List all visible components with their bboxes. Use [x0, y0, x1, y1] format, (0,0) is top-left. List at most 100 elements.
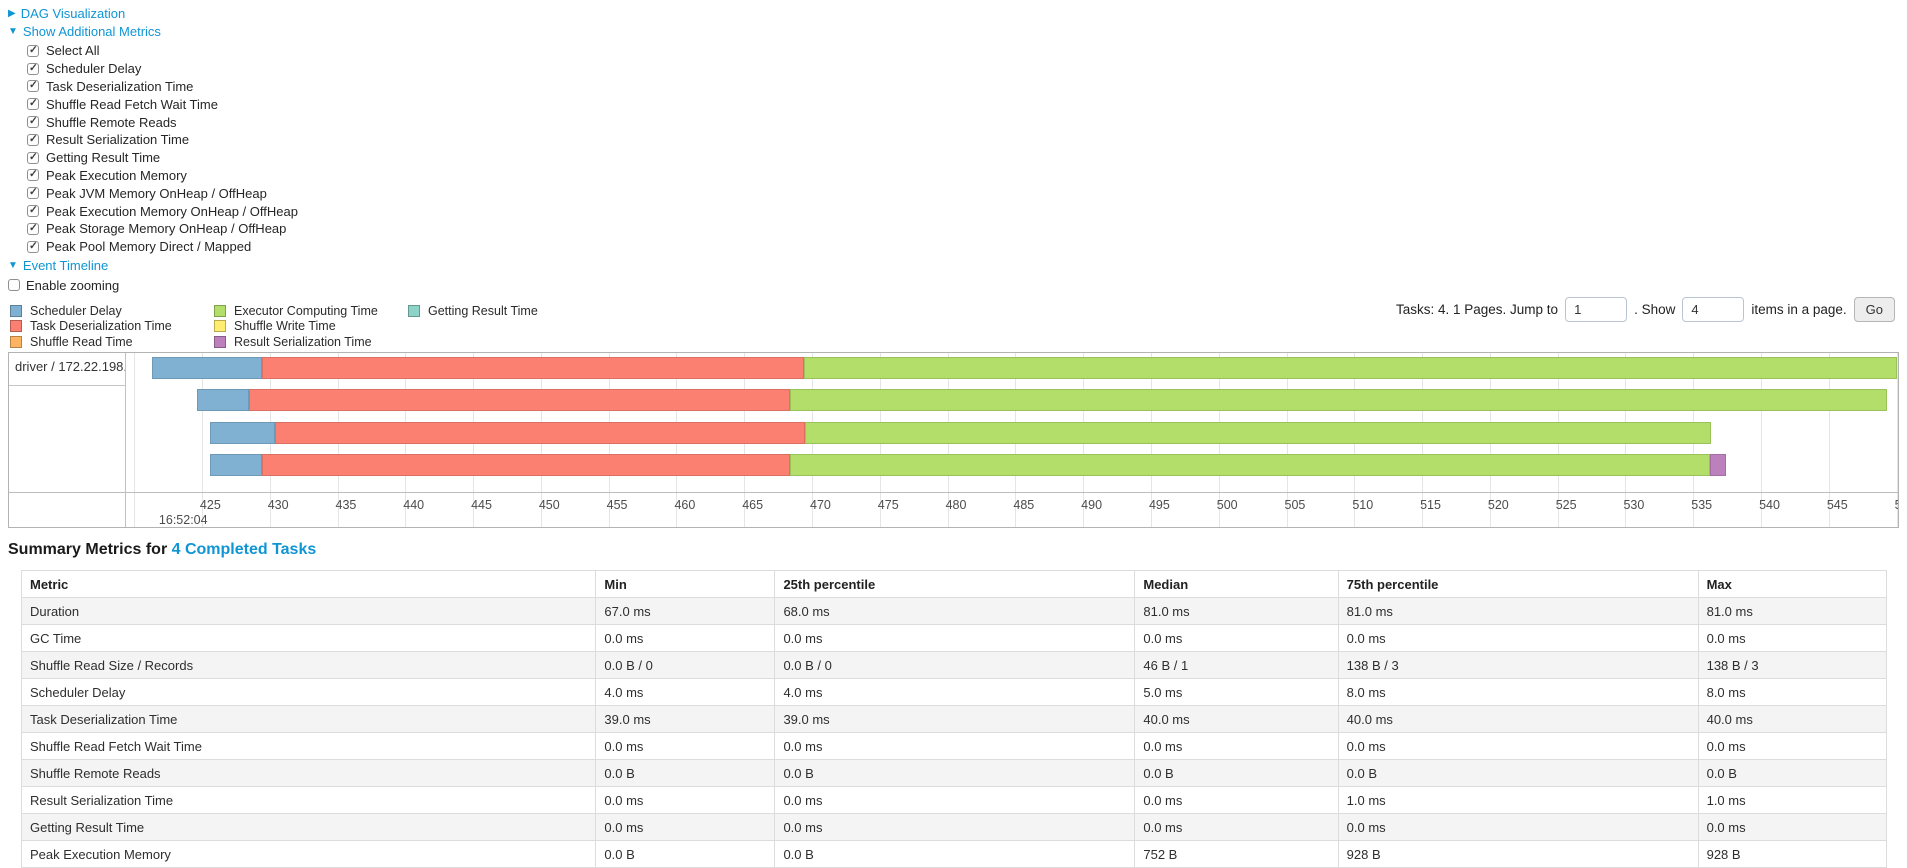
- summary-metric-value: 0.0 B: [1697, 759, 1888, 787]
- summary-metric-value: 0.0 ms: [1337, 813, 1699, 841]
- summary-metric-value: 0.0 B: [774, 840, 1136, 868]
- expanded-arrow-icon: ▼: [8, 259, 18, 271]
- summary-table-row: Peak Execution Memory 0.0 B 0.0 B 752 B 928 …: [20, 840, 1888, 868]
- jump-to-page-input[interactable]: [1565, 297, 1628, 322]
- completed-tasks-link[interactable]: 4 Completed Tasks: [171, 541, 317, 558]
- summary-metric-value: 0.0 ms: [1134, 732, 1339, 760]
- timeline-task-bar-segment-scheduler-delay[interactable]: [196, 389, 250, 411]
- enable-zooming-checkbox[interactable]: [8, 279, 20, 292]
- legend-item: Getting Result Time: [408, 303, 538, 319]
- metric-checkbox-label: Peak Storage Memory OnHeap / OffHeap: [46, 221, 287, 237]
- legend-item: Task Deserialization Time: [10, 319, 200, 335]
- legend-item: Shuffle Write Time: [214, 319, 394, 335]
- axis-tick-label: 550: [1895, 498, 1898, 512]
- metric-checkbox-label: Task Deserialization Time: [46, 78, 194, 94]
- axis-tick-label: 455: [606, 498, 628, 512]
- legend-label: Getting Result Time: [428, 303, 538, 318]
- summary-table-row: Getting Result Time 0.0 ms 0.0 ms 0.0 ms 0.0…: [20, 813, 1888, 841]
- metric-checkbox-item[interactable]: Getting Result Time: [27, 149, 298, 167]
- summary-metric-value: 0.0 ms: [1697, 624, 1888, 652]
- axis-tick-label: 535: [1691, 498, 1713, 512]
- metric-checkbox-item[interactable]: Peak Execution Memory OnHeap / OffHeap: [27, 202, 298, 220]
- checkbox-checked-icon[interactable]: [27, 44, 39, 57]
- metrics-panel: ▶ DAG Visualization ▼ Show Additional Me…: [8, 6, 298, 294]
- metric-checkbox-item[interactable]: Scheduler Delay: [27, 60, 298, 78]
- summary-column-header: Min: [595, 570, 776, 598]
- go-button[interactable]: Go: [1853, 297, 1895, 322]
- axis-tick-label: 445: [471, 498, 492, 512]
- checkbox-checked-icon[interactable]: [27, 187, 39, 200]
- summary-metric-value: 8.0 ms: [1337, 678, 1699, 706]
- metric-checkbox-item[interactable]: Peak JVM Memory OnHeap / OffHeap: [27, 184, 298, 202]
- summary-metric-value: 0.0 B: [595, 759, 776, 787]
- timeline-task-bar-segment-scheduler-delay[interactable]: [151, 357, 262, 379]
- timeline-task-bar-segment-task-deserialization[interactable]: [261, 454, 791, 476]
- summary-metric-value: 0.0 B / 0: [595, 651, 776, 679]
- show-additional-metrics-link[interactable]: ▼ Show Additional Metrics: [8, 24, 298, 39]
- axis-tick-label: 425: [199, 498, 221, 512]
- summary-metric-value: 67.0 ms: [595, 597, 776, 625]
- timeline-task-bar-segment-result-serialization[interactable]: [1709, 454, 1726, 476]
- items-per-page-input[interactable]: [1682, 297, 1745, 322]
- timeline-task-bar-segment-executor-computing[interactable]: [805, 422, 1711, 444]
- timeline-task-bar-segment-task-deserialization[interactable]: [275, 422, 806, 444]
- legend-swatch-icon: [214, 320, 226, 333]
- timeline-task-bar-segment-executor-computing[interactable]: [790, 389, 1888, 411]
- checkbox-checked-icon[interactable]: [27, 169, 39, 182]
- summary-metric-value: 0.0 ms: [1697, 813, 1888, 841]
- timeline-task-bar-segment-executor-computing[interactable]: [803, 357, 1897, 379]
- legend-swatch-icon: [214, 335, 226, 348]
- summary-metric-value: 0.0 ms: [1337, 624, 1699, 652]
- metric-checkbox-item[interactable]: Select All: [27, 42, 298, 60]
- axis-tick-label: 495: [1148, 498, 1170, 512]
- legend-item: Executor Computing Time: [214, 303, 394, 319]
- axis-tick-label: 490: [1081, 498, 1103, 512]
- timeline-task-bar-segment-task-deserialization[interactable]: [261, 357, 804, 379]
- summary-metric-name: Getting Result Time: [20, 813, 597, 841]
- dag-visualization-label: DAG Visualization: [20, 6, 126, 21]
- enable-zooming-row[interactable]: Enable zooming: [8, 277, 298, 294]
- timeline-task-bar-segment-executor-computing[interactable]: [790, 454, 1710, 476]
- checkbox-checked-icon[interactable]: [27, 133, 39, 146]
- checkbox-checked-icon[interactable]: [27, 205, 39, 218]
- event-timeline-label: Event Timeline: [22, 257, 109, 273]
- legend-swatch-icon: [10, 320, 22, 333]
- dag-visualization-link[interactable]: ▶ DAG Visualization: [8, 6, 298, 21]
- summary-metric-value: 40.0 ms: [1134, 705, 1339, 733]
- checkbox-checked-icon[interactable]: [27, 80, 39, 93]
- metric-checkbox-item[interactable]: Result Serialization Time: [27, 131, 298, 149]
- metric-checkbox-item[interactable]: Shuffle Remote Reads: [27, 113, 298, 131]
- metric-checkbox-item[interactable]: Peak Execution Memory: [27, 167, 298, 185]
- checkbox-checked-icon[interactable]: [27, 151, 39, 164]
- metric-checkbox-item[interactable]: Peak Storage Memory OnHeap / OffHeap: [27, 220, 298, 238]
- grid-line: [1761, 353, 1763, 527]
- metric-checkbox-item[interactable]: Peak Pool Memory Direct / Mapped: [27, 238, 298, 256]
- checkbox-checked-icon[interactable]: [27, 98, 39, 111]
- checkbox-checked-icon[interactable]: [27, 222, 39, 235]
- checkbox-checked-icon[interactable]: [27, 116, 39, 129]
- executor-label: driver / 172.22.198.104: [9, 353, 125, 386]
- enable-zooming-label: Enable zooming: [26, 277, 120, 293]
- summary-metric-name: Shuffle Remote Reads: [20, 759, 597, 787]
- tasks-count-text: Tasks: 4. 1 Pages. Jump to: [1395, 302, 1559, 317]
- summary-metric-value: 0.0 ms: [1134, 813, 1339, 841]
- metric-checkbox-item[interactable]: Task Deserialization Time: [27, 78, 298, 96]
- event-timeline-link[interactable]: ▼ Event Timeline: [8, 258, 298, 273]
- summary-table-row: Result Serialization Time 0.0 ms 0.0 ms 0.0…: [20, 786, 1888, 814]
- timeline-task-bar-segment-task-deserialization[interactable]: [249, 389, 791, 411]
- timeline-task-bar-segment-scheduler-delay[interactable]: [210, 454, 262, 476]
- summary-metric-name: GC Time: [20, 624, 597, 652]
- metric-checkbox-label: Scheduler Delay: [46, 61, 142, 77]
- metric-checkbox-label: Select All: [46, 43, 100, 59]
- metric-checkbox-item[interactable]: Shuffle Read Fetch Wait Time: [27, 95, 298, 113]
- summary-metric-value: 46 B / 1: [1134, 651, 1339, 679]
- summary-metric-value: 40.0 ms: [1697, 705, 1888, 733]
- checkbox-checked-icon[interactable]: [27, 62, 39, 75]
- summary-metric-value: 0.0 B / 0: [774, 651, 1136, 679]
- expanded-arrow-icon: ▼: [8, 26, 18, 37]
- checkbox-checked-icon[interactable]: [27, 240, 39, 253]
- timeline-legend: Scheduler Delay Task Deserialization Time…: [10, 303, 552, 350]
- summary-table-body: Duration 67.0 ms 68.0 ms 81.0 ms 81.0 ms 81.0…: [20, 597, 1888, 868]
- legend-label: Executor Computing Time: [234, 303, 378, 318]
- timeline-task-bar-segment-scheduler-delay[interactable]: [210, 422, 276, 444]
